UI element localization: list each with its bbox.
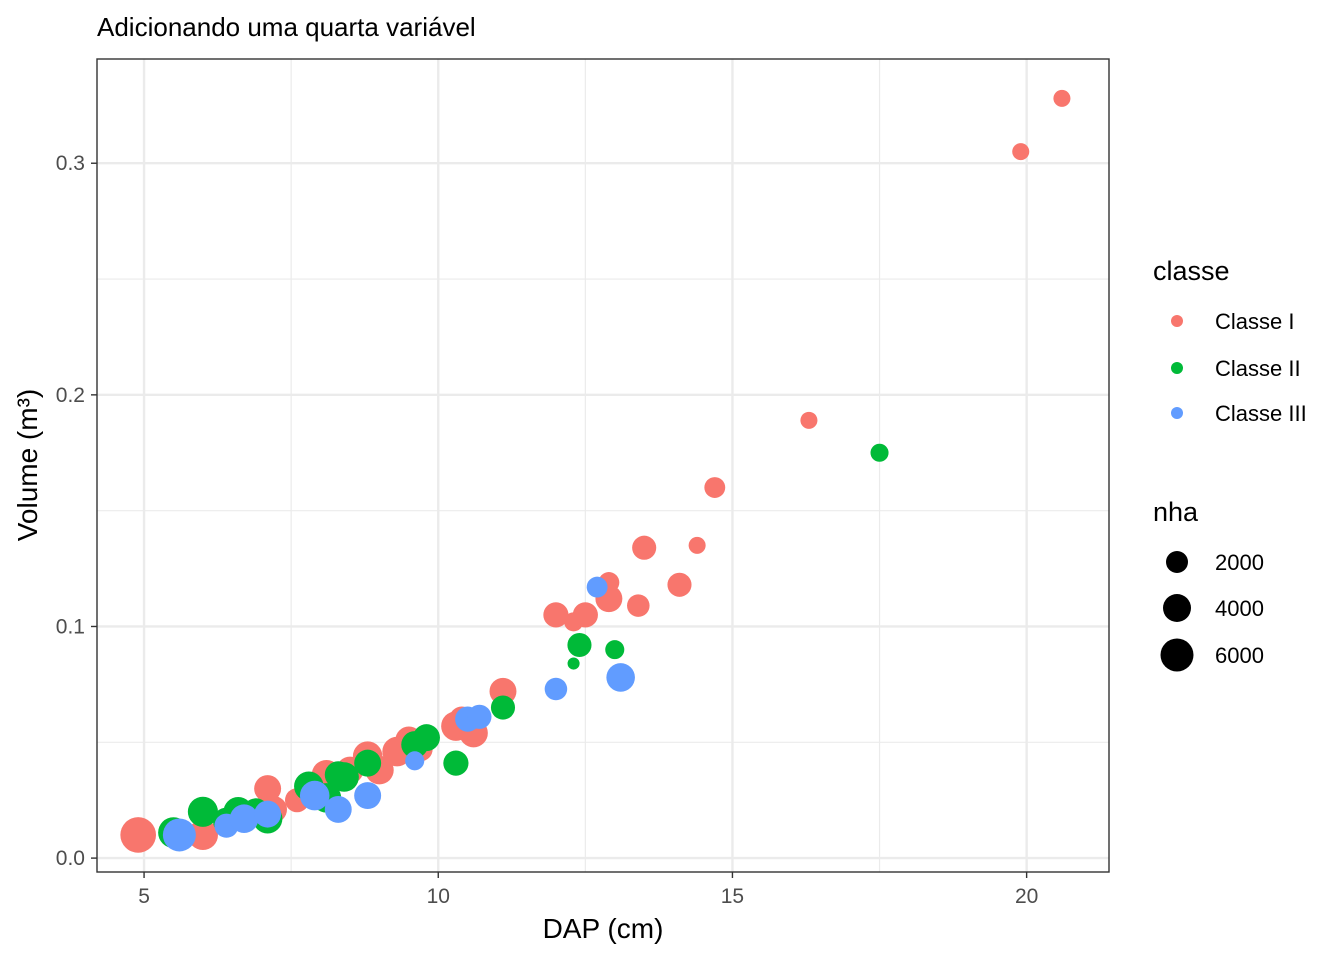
legend-label-classe-ii: Classe II (1215, 356, 1301, 381)
data-point (800, 411, 818, 429)
color-legend-item-3: Classe III (1171, 401, 1307, 426)
data-point (567, 632, 592, 658)
data-point (605, 640, 625, 660)
legend-key-classe-ii (1171, 362, 1183, 374)
legend-label-classe-iii: Classe III (1215, 401, 1307, 426)
data-point (254, 775, 282, 803)
data-point (324, 795, 352, 823)
panel-background (97, 59, 1109, 872)
data-point (120, 817, 157, 853)
x-axis-label: DAP (cm) (543, 913, 664, 944)
data-point (187, 819, 218, 851)
size-legend-item-2: 4000 (1163, 594, 1264, 622)
size-key-2000 (1166, 551, 1188, 573)
data-point (1053, 89, 1071, 107)
data-point (572, 602, 598, 628)
data-point (544, 677, 568, 701)
y-tick-label: 0.0 (56, 847, 85, 870)
data-point (329, 762, 359, 792)
size-legend-item-3: 6000 (1160, 638, 1264, 672)
data-point (667, 572, 692, 597)
data-point (1012, 143, 1030, 161)
data-point (299, 780, 330, 811)
data-point (543, 602, 569, 628)
data-point (627, 594, 650, 617)
size-legend-item-1: 2000 (1166, 550, 1264, 575)
color-legend-item-1: Classe I (1171, 309, 1294, 334)
data-point (254, 800, 282, 828)
data-point (490, 695, 516, 720)
data-point (187, 796, 218, 827)
data-point (567, 657, 580, 670)
data-point (704, 477, 726, 498)
legend-key-classe-iii (1171, 407, 1183, 419)
size-label-6000: 6000 (1215, 643, 1264, 668)
size-legend-title: nha (1153, 497, 1199, 527)
color-legend-item-2: Classe II (1171, 356, 1301, 381)
x-tick-label: 20 (1015, 885, 1038, 908)
data-point (467, 704, 492, 729)
data-point (229, 804, 259, 834)
x-tick-label: 5 (138, 885, 150, 908)
y-tick-label: 0.1 (56, 615, 85, 638)
panel-border (96, 58, 1110, 873)
legend: classe Classe I Classe II Classe III nha… (1153, 256, 1307, 672)
x-tick-label: 10 (427, 885, 450, 908)
color-legend-title: classe (1153, 256, 1230, 286)
legend-label-classe-i: Classe I (1215, 309, 1294, 334)
data-point (586, 576, 608, 598)
data-point (688, 536, 706, 554)
data-point (632, 535, 657, 560)
data-point (443, 750, 469, 776)
data-point (354, 782, 382, 810)
data-point (870, 443, 889, 462)
y-axis-label: Volume (m³) (12, 389, 43, 541)
y-tick-label: 0.2 (56, 384, 85, 407)
chart-title: Adicionando uma quarta variável (97, 12, 476, 42)
data-point (354, 749, 382, 777)
data-point (413, 724, 440, 752)
legend-key-classe-i (1171, 315, 1183, 327)
size-label-2000: 2000 (1215, 550, 1264, 575)
data-points (120, 89, 1071, 853)
size-label-4000: 4000 (1215, 596, 1264, 621)
axes: 5 10 15 20 0.0 0.1 0.2 0.3 (56, 152, 1039, 908)
data-point (405, 751, 425, 771)
data-point (162, 818, 196, 852)
size-key-6000 (1160, 638, 1194, 672)
x-tick-label: 15 (721, 885, 744, 908)
size-key-4000 (1163, 594, 1191, 622)
grid-lines (97, 59, 1109, 872)
y-tick-label: 0.3 (56, 152, 85, 175)
data-point (606, 663, 635, 692)
